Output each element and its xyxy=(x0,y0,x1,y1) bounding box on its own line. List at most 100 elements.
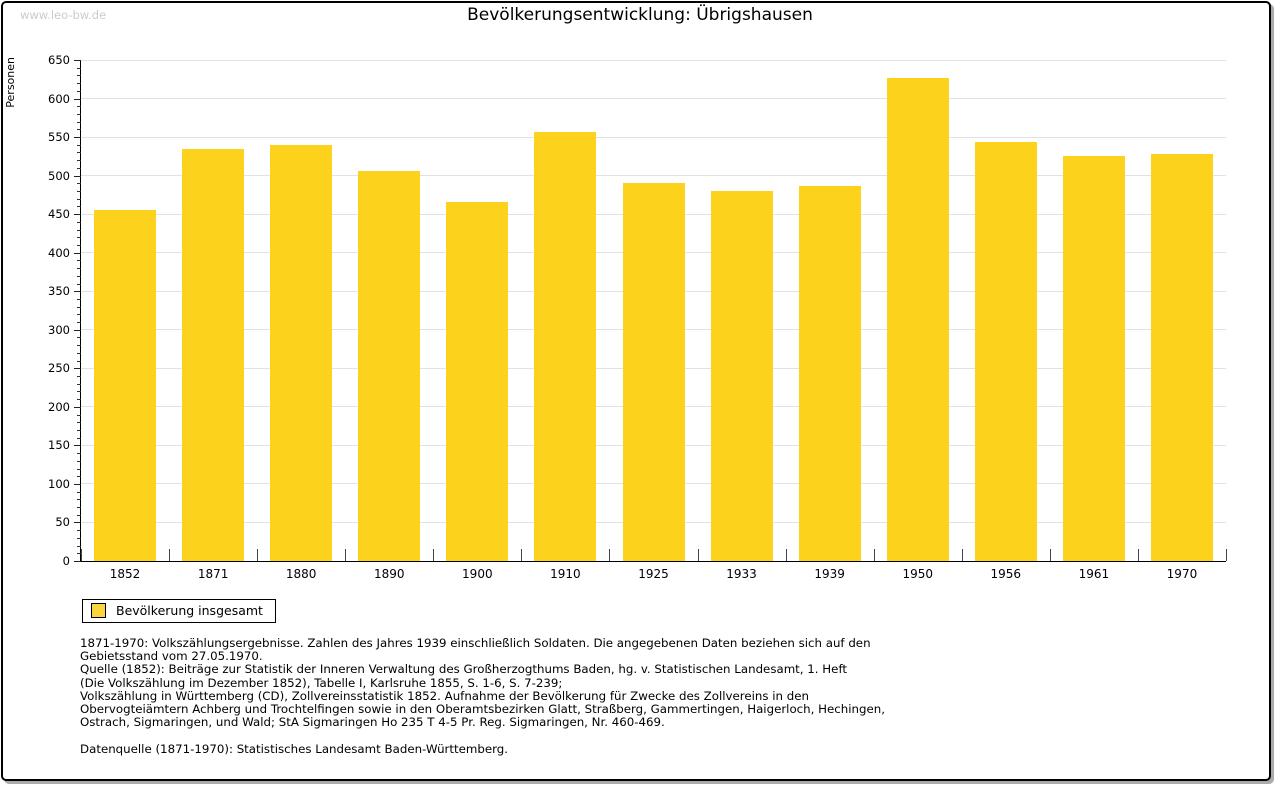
bar-1890 xyxy=(358,171,421,561)
y-axis-minor-tick xyxy=(77,183,81,185)
y-axis-tick xyxy=(74,214,81,216)
x-axis-tick-label: 1900 xyxy=(462,567,493,581)
gridline xyxy=(81,175,1226,177)
bar-1933 xyxy=(710,191,773,561)
x-axis-tick xyxy=(962,549,963,561)
x-axis-tick xyxy=(1138,549,1139,561)
y-axis-minor-tick xyxy=(77,360,81,362)
gridline xyxy=(81,59,1226,61)
y-axis-minor-tick xyxy=(77,221,81,223)
gridline xyxy=(81,136,1226,138)
y-axis-tick xyxy=(74,406,81,408)
y-axis-tick-label: 600 xyxy=(48,91,70,106)
y-axis-minor-tick xyxy=(77,283,81,285)
y-axis-minor-tick xyxy=(77,468,81,470)
y-axis-tick xyxy=(74,252,81,254)
y-axis-tick-label: 200 xyxy=(48,399,70,414)
y-axis-tick-label: 400 xyxy=(48,245,70,260)
bar-1939 xyxy=(798,186,861,561)
legend-box: Bevölkerung insgesamt xyxy=(82,599,276,623)
y-axis-tick xyxy=(74,445,81,447)
y-axis-tick-label: 350 xyxy=(48,284,70,299)
y-axis-minor-tick xyxy=(77,399,81,401)
x-axis-tick-label: 1950 xyxy=(902,567,933,581)
y-axis-minor-tick xyxy=(77,260,81,262)
x-axis-tick-label: 1852 xyxy=(109,567,141,581)
y-axis-minor-tick xyxy=(77,514,81,516)
y-axis-tick-label: 0 xyxy=(62,554,70,568)
y-axis-minor-tick xyxy=(77,206,81,208)
y-axis-minor-tick xyxy=(77,383,81,385)
y-axis-minor-tick xyxy=(77,453,81,455)
x-axis-tick-label: 1956 xyxy=(990,567,1022,581)
y-axis-minor-tick xyxy=(77,491,81,493)
footnotes: 1871-1970: Volkszählungsergebnisse. Zahl… xyxy=(80,636,885,757)
x-axis-tick-label: 1970 xyxy=(1166,567,1198,581)
y-axis-minor-tick xyxy=(77,537,81,539)
y-axis-minor-tick xyxy=(77,160,81,162)
x-axis-tick xyxy=(81,549,82,561)
y-axis-minor-tick xyxy=(77,352,81,354)
y-axis-tick-label: 150 xyxy=(48,438,70,453)
y-axis-tick-label: 450 xyxy=(48,207,70,222)
y-axis-minor-tick xyxy=(77,229,81,231)
y-axis-minor-tick xyxy=(77,275,81,277)
x-axis-tick-label: 1890 xyxy=(373,567,405,581)
y-axis-minor-tick xyxy=(77,106,81,108)
x-axis-tick-label: 1910 xyxy=(550,567,581,581)
x-axis-tick xyxy=(1050,549,1051,561)
y-axis-minor-tick xyxy=(77,298,81,300)
y-axis-minor-tick xyxy=(77,152,81,154)
y-axis-tick xyxy=(74,522,81,524)
y-axis-minor-tick xyxy=(77,129,81,131)
y-axis-minor-tick xyxy=(77,314,81,316)
x-axis-tick-label: 1925 xyxy=(638,567,669,581)
bar-1961 xyxy=(1062,155,1125,561)
y-axis-tick-label: 300 xyxy=(48,322,70,337)
y-axis-title: Personen xyxy=(4,57,17,108)
x-axis-tick-label: 1961 xyxy=(1078,567,1110,581)
bar-1852 xyxy=(94,209,157,561)
y-axis-tick-label: 50 xyxy=(55,515,70,530)
x-axis-tick xyxy=(169,549,170,561)
y-axis-minor-tick xyxy=(77,337,81,339)
x-axis-tick xyxy=(521,549,522,561)
x-axis-tick-label: 1871 xyxy=(197,567,229,581)
y-axis-tick-label: 250 xyxy=(48,361,70,376)
y-axis-minor-tick xyxy=(77,476,81,478)
y-axis-minor-tick xyxy=(77,553,81,555)
footnote-line: Volkszählung in Württemberg (CD), Zollve… xyxy=(80,688,809,703)
x-axis-tick xyxy=(698,549,699,561)
y-axis-tick xyxy=(74,291,81,293)
x-axis-tick xyxy=(1226,549,1227,561)
x-axis-tick xyxy=(874,549,875,561)
y-axis-tick-label: 550 xyxy=(48,130,70,145)
y-axis-tick xyxy=(74,98,81,100)
y-axis-minor-tick xyxy=(77,507,81,509)
bar-1871 xyxy=(182,148,245,561)
y-axis-minor-tick xyxy=(77,83,81,85)
y-axis-minor-tick xyxy=(77,545,81,547)
y-axis-tick xyxy=(74,60,81,61)
x-axis-tick xyxy=(609,549,610,561)
legend-swatch-icon xyxy=(91,603,106,618)
x-axis-tick xyxy=(433,549,434,561)
y-axis-tick xyxy=(74,137,81,139)
y-axis-minor-tick xyxy=(77,268,81,270)
y-axis-minor-tick xyxy=(77,345,81,347)
y-axis-minor-tick xyxy=(77,191,81,193)
y-axis-minor-tick xyxy=(77,144,81,146)
footnote-line: Gebietsstand vom 27.05.1970. xyxy=(80,649,263,664)
x-axis-tick-label: 1880 xyxy=(285,567,317,581)
y-axis-minor-tick xyxy=(77,414,81,416)
y-axis-minor-tick xyxy=(77,376,81,377)
footnote-line: (Die Volkszählung im Dezember 1852), Tab… xyxy=(80,675,563,690)
y-axis-minor-tick xyxy=(77,90,81,92)
watermark: www.leo-bw.de xyxy=(20,8,107,22)
y-axis-minor-tick xyxy=(77,499,81,501)
y-axis-tick xyxy=(74,368,81,370)
bar-1925 xyxy=(622,182,685,561)
bar-1970 xyxy=(1150,154,1213,561)
x-axis-tick-label: 1939 xyxy=(814,567,845,581)
page-title: Bevölkerungsentwicklung: Übrigshausen xyxy=(467,5,813,25)
